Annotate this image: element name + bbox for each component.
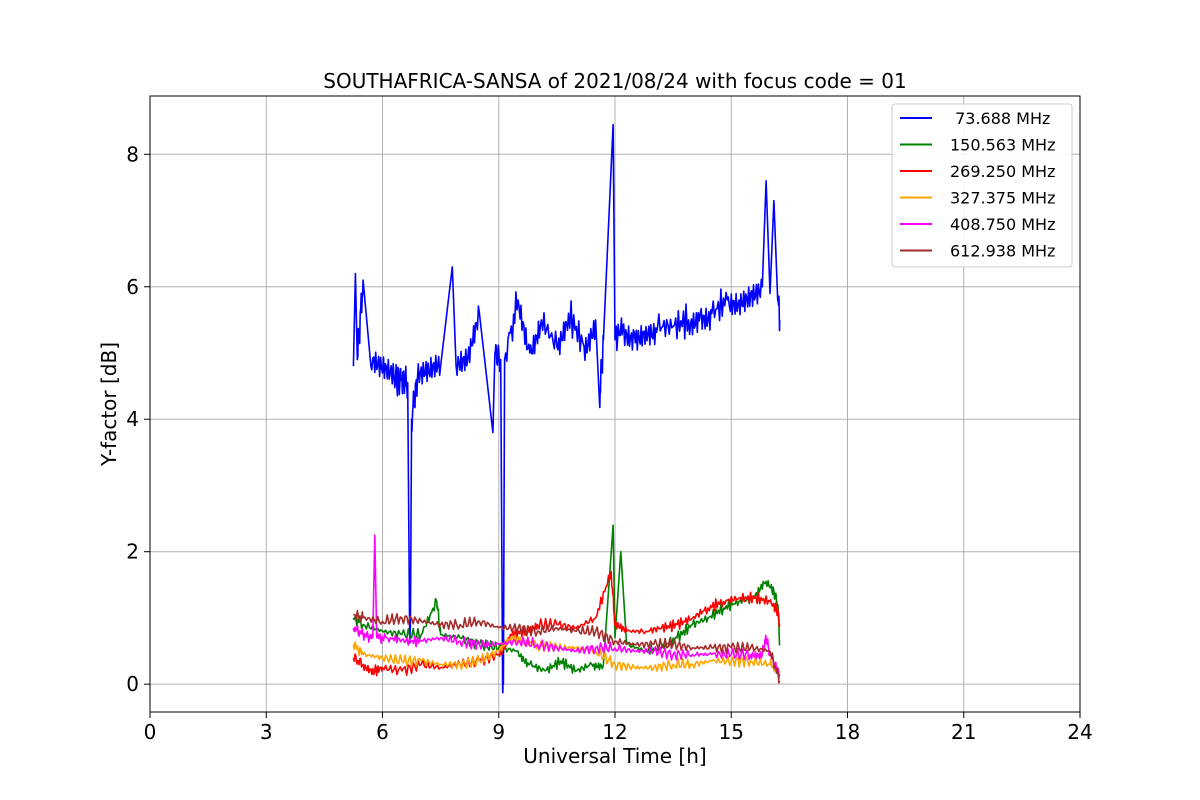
legend-items: 73.688 MHz 150.563 MHz 269.250 MHz 327.375 … — [900, 109, 1055, 261]
plot-lines — [352, 123, 781, 694]
legend-label: 73.688 MHz — [950, 109, 1050, 128]
chart-title: SOUTHAFRICA-SANSA of 2021/08/24 with foc… — [323, 69, 907, 93]
x-tick-label: 6 — [376, 720, 389, 744]
x-tick-label: 18 — [835, 720, 860, 744]
x-tick-label: 12 — [602, 720, 627, 744]
y-tick-label: 8 — [126, 142, 139, 166]
legend-label: 327.375 MHz — [950, 189, 1055, 208]
legend-label: 150.563 MHz — [950, 136, 1055, 155]
y-tick-label: 2 — [126, 540, 139, 564]
legend-label: 408.750 MHz — [950, 215, 1055, 234]
legend: 73.688 MHz 150.563 MHz 269.250 MHz 327.375 … — [891, 103, 1073, 268]
x-tick-label: 9 — [492, 720, 505, 744]
x-axis-label: Universal Time [h] — [523, 744, 706, 768]
x-tick-label: 0 — [144, 720, 157, 744]
x-tick-label: 24 — [1067, 720, 1092, 744]
x-tick-label: 3 — [260, 720, 273, 744]
y-tick-label: 4 — [126, 407, 139, 431]
y-axis-label: Y-factor [dB] — [97, 342, 121, 467]
legend-label: 269.250 MHz — [950, 162, 1055, 181]
y-tick-label: 0 — [126, 672, 139, 696]
series-line — [352, 123, 781, 694]
x-tick-label: 15 — [719, 720, 744, 744]
x-axis-ticks: 0 3 6 9 12 15 18 21 24 — [144, 712, 1093, 744]
series-line — [352, 534, 781, 679]
series-line — [353, 609, 781, 684]
x-tick-label: 21 — [951, 720, 976, 744]
y-axis-ticks: 0 2 4 6 8 — [126, 142, 150, 696]
y-tick-label: 6 — [126, 275, 139, 299]
legend-frame — [891, 103, 1073, 268]
legend-label: 612.938 MHz — [950, 242, 1055, 261]
